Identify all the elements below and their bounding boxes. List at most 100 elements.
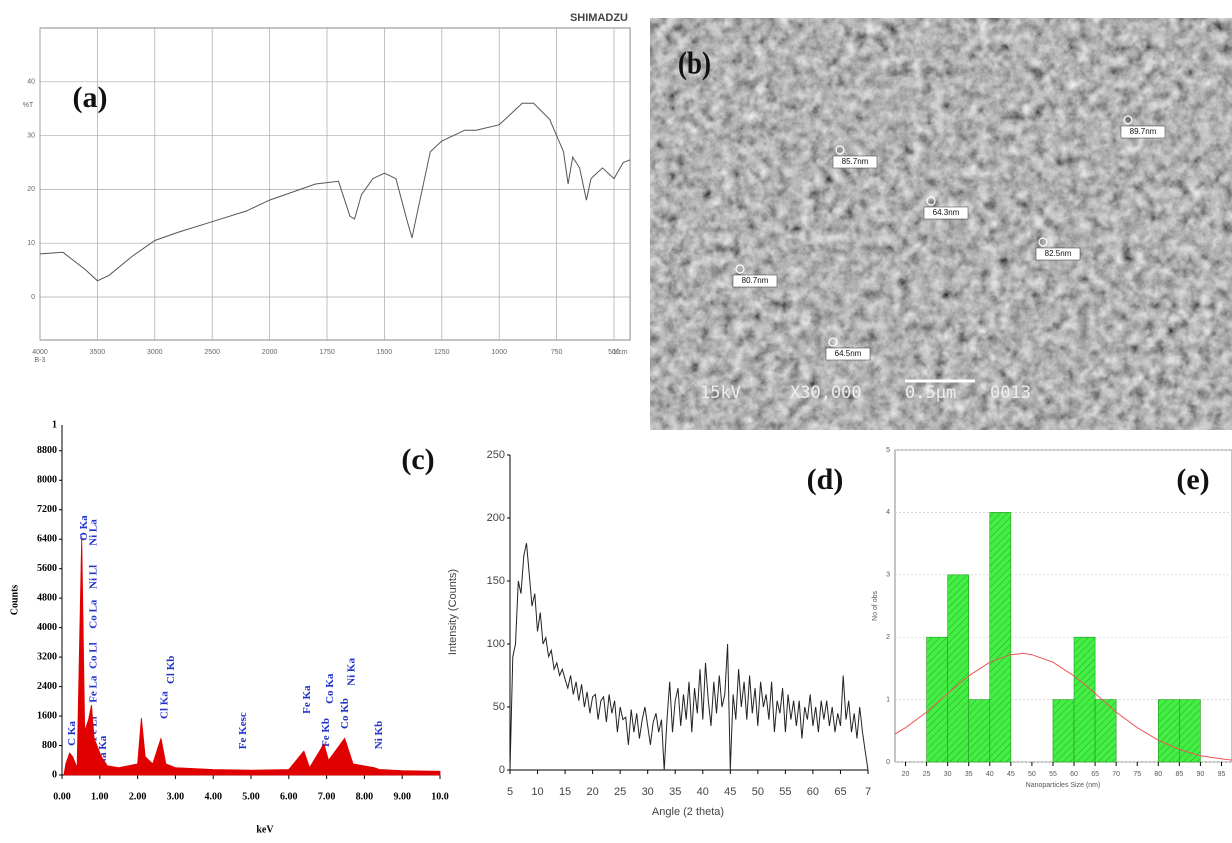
sem-label-box	[832, 155, 878, 169]
peak-label: Co Ka	[324, 673, 336, 704]
y-tick-label: 0	[499, 764, 505, 776]
peak-label: Fe Ka	[301, 685, 313, 714]
y-tick-label: 8000	[37, 475, 57, 486]
sem-label-box	[825, 347, 871, 361]
peak-label: Ni Kb	[373, 721, 385, 749]
x-tick-label: 3500	[90, 349, 106, 356]
y-axis-label: %T	[23, 102, 34, 109]
x-tick-label: 3.00	[167, 791, 185, 802]
x-tick-label: 1.00	[91, 791, 109, 802]
y-tick-label: 4000	[37, 622, 57, 633]
x-tick-label: 1250	[434, 349, 450, 356]
y-tick-label: 2	[886, 634, 890, 641]
brand: SHIMADZU	[570, 12, 628, 24]
peak-label: Co Kb	[339, 698, 351, 729]
x-tick-label: 30	[944, 771, 952, 778]
panel-label: (c)	[401, 443, 434, 476]
peak-label: Cl Ka	[158, 691, 170, 719]
x-tick-label: 5	[507, 786, 513, 798]
x-tick-label: 2.00	[129, 791, 147, 802]
x-tick-label: 1000	[491, 349, 507, 356]
sem-label: 85.7nm	[842, 157, 869, 166]
x-tick-label: 35	[965, 771, 973, 778]
sem-label: 64.5nm	[835, 349, 862, 358]
x-tick-label: 60	[807, 786, 819, 798]
x-tick-label: 95	[1218, 771, 1226, 778]
y-tick-label: 6400	[37, 534, 57, 545]
x-tick-label: 2500	[204, 349, 220, 356]
x-tick-label: 25	[923, 771, 931, 778]
x-tick-label: 4.00	[204, 791, 222, 802]
y-tick-label: 8800	[37, 445, 57, 456]
peak-label: Fe La	[88, 675, 100, 703]
x-tick-label: 5.00	[242, 791, 260, 802]
x-axis-label: Nanoparticles Size (nm)	[1026, 782, 1101, 789]
sem-info: X30,000	[790, 383, 862, 403]
y-tick-label: 3	[886, 572, 890, 579]
y-tick-label: 150	[487, 575, 505, 587]
y-tick-label: 7200	[37, 504, 57, 515]
y-tick-label: 4800	[37, 592, 57, 603]
x-tick-label: 500	[608, 349, 620, 356]
x-tick-label: 50	[1028, 771, 1036, 778]
x-tick-label: 65	[834, 786, 846, 798]
peak-label: Fe Kb	[320, 718, 332, 747]
peak-label: Ni Ka	[345, 658, 357, 686]
x-tick-label: 85	[1175, 771, 1183, 778]
y-tick-label: 200	[487, 512, 505, 524]
x-tick-label: 45	[724, 786, 736, 798]
histogram-bar	[1094, 699, 1117, 763]
y-tick-label: 20	[27, 186, 35, 193]
data-line	[509, 543, 869, 771]
y-axis-label: Counts	[9, 585, 20, 616]
x-tick-label: 3000	[147, 349, 163, 356]
peak-label: Co Ll	[88, 642, 100, 669]
x-tick-label: 70	[1112, 771, 1120, 778]
y-tick-label: 5600	[37, 563, 57, 574]
peak-label: Co La	[88, 599, 100, 629]
x-tick-label: 0.00	[53, 791, 71, 802]
chart-0: 0 10 20 30 40 4000 3500 3000 2500 2000 1750 1500 125…	[23, 12, 631, 364]
sem-info: 15kV	[700, 383, 741, 403]
x-tick-label: 6.00	[280, 791, 298, 802]
histogram-bar	[1052, 699, 1075, 763]
y-tick-label: 10	[27, 240, 35, 247]
panel-label: (e)	[1176, 463, 1209, 496]
panel-label: (d)	[807, 463, 844, 496]
y-tick-label: 2400	[37, 681, 57, 692]
sem-marker	[835, 145, 845, 155]
fit-curve	[894, 652, 1232, 761]
sem-label-box	[732, 274, 778, 288]
x-note: B-3	[35, 357, 46, 364]
x-tick-label: 20	[586, 786, 598, 798]
y-tick-label: 50	[493, 701, 505, 713]
x-tick-label: 10	[531, 786, 543, 798]
sem-marker	[735, 264, 745, 274]
x-axis-label: Angle (2 theta)	[652, 806, 724, 818]
x-tick-label: 55	[1049, 771, 1057, 778]
x-tick-label: 75	[1133, 771, 1141, 778]
plot-frame	[39, 27, 631, 341]
x-tick-label: 55	[779, 786, 791, 798]
sem-marker	[926, 196, 936, 206]
spectrum-area	[63, 535, 441, 776]
x-tick-label: 40	[986, 771, 994, 778]
panel-label: (b)	[678, 46, 711, 80]
x-tick-label: 80	[1154, 771, 1162, 778]
histogram-bar	[926, 636, 948, 763]
x-axis-label: keV	[256, 824, 274, 835]
x-tick-label: 40	[697, 786, 709, 798]
x-tick-label: 65	[1091, 771, 1099, 778]
x-axis-label: 1/cm	[612, 349, 627, 356]
histogram-bar	[1179, 699, 1201, 763]
peak-label: C Ka	[66, 721, 78, 746]
y-tick-label: 40	[27, 79, 35, 86]
sem-info: 0.5μm	[905, 383, 956, 403]
y-tick-label: 800	[42, 740, 57, 751]
y-tick-label: 0	[52, 769, 57, 780]
y-tick-label: 0	[886, 759, 890, 766]
sem-marker	[1038, 237, 1048, 247]
